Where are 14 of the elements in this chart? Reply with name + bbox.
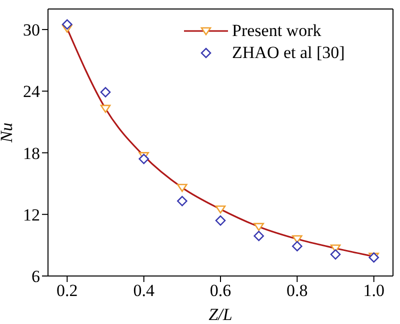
y-tick-label: 6 [32, 267, 40, 286]
x-tick-label: 0.6 [210, 281, 232, 300]
y-tick-label: 12 [23, 205, 40, 224]
x-axis-title: Z/L [208, 305, 232, 324]
x-tick-label: 1.0 [363, 281, 384, 300]
legend-label: ZHAO et al [30] [232, 43, 345, 63]
x-tick-label: 0.8 [286, 281, 308, 300]
x-tick-label: 0.4 [133, 281, 155, 300]
legend-label: Present work [232, 21, 322, 41]
y-tick-label: 30 [23, 20, 40, 40]
y-tick-label: 18 [23, 144, 40, 163]
y-tick-label: 24 [23, 82, 40, 102]
x-tick-label: 0.2 [56, 281, 78, 300]
y-axis-title: Nu [0, 122, 16, 144]
